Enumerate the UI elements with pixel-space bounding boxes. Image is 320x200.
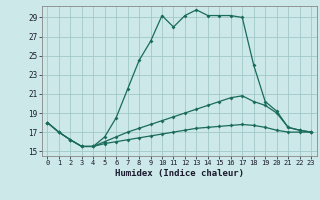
X-axis label: Humidex (Indice chaleur): Humidex (Indice chaleur) (115, 169, 244, 178)
